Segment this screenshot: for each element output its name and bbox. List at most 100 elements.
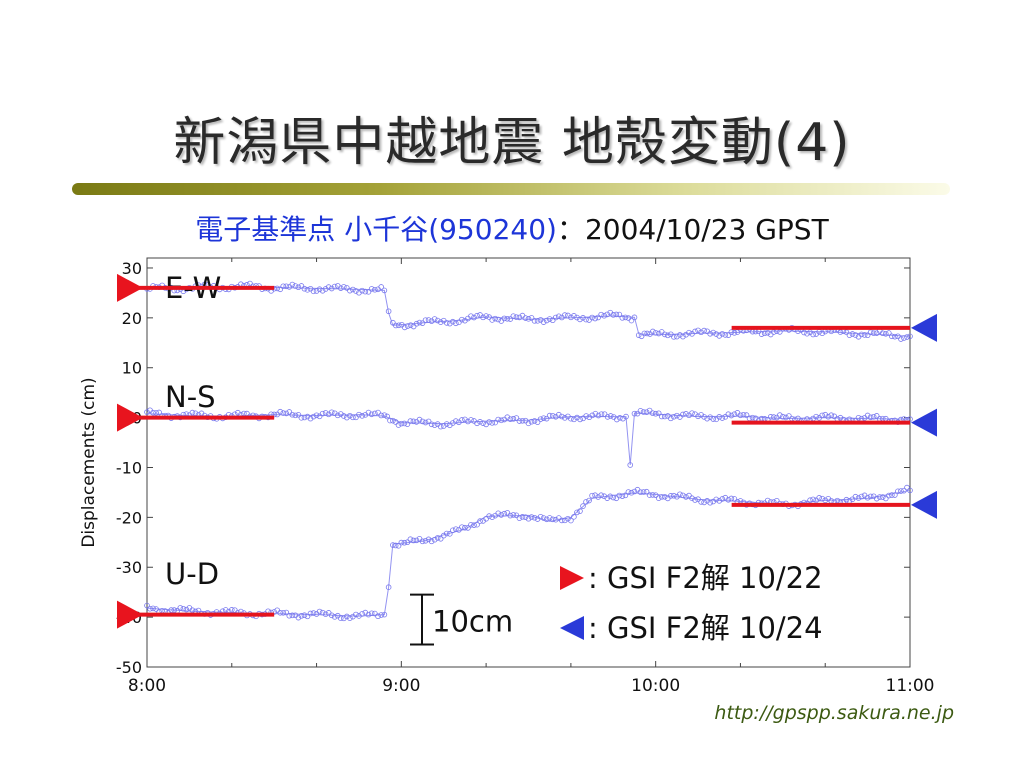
data-point (534, 318, 541, 324)
data-point (319, 288, 326, 294)
data-point (740, 411, 747, 418)
data-point (450, 527, 456, 534)
data-point (786, 413, 792, 419)
data-point (701, 414, 707, 420)
data-point (695, 496, 701, 502)
data-point (773, 497, 780, 504)
data-point (313, 288, 320, 294)
data-point (489, 514, 495, 520)
data-point (638, 333, 645, 340)
data-point (510, 512, 517, 518)
data-point (477, 518, 483, 524)
data-point (646, 492, 653, 498)
data-point (416, 416, 423, 423)
data-point (368, 411, 375, 418)
y-axis-label: Displacements (cm) (79, 377, 99, 547)
data-point (658, 413, 665, 420)
data-point (325, 610, 332, 616)
y-tick-label: -50 (116, 658, 142, 677)
data-point (362, 288, 369, 295)
data-point (319, 609, 326, 616)
data-point (819, 330, 825, 337)
data-point (577, 416, 583, 423)
data-point (758, 331, 765, 337)
data-point (707, 414, 713, 420)
data-point (810, 331, 816, 338)
data-point (907, 487, 913, 494)
data-point (528, 315, 535, 321)
data-point (825, 413, 832, 420)
data-point (586, 497, 592, 504)
data-point (431, 422, 438, 428)
data-point (607, 493, 614, 500)
data-point (437, 423, 444, 430)
data-point (770, 414, 777, 420)
data-point (650, 328, 656, 335)
data-point (719, 496, 726, 502)
data-point (410, 418, 417, 425)
legend-triangle-left (560, 616, 584, 640)
data-point (446, 320, 453, 327)
data-point (649, 410, 656, 416)
data-point (686, 492, 692, 499)
data-point (655, 330, 662, 337)
data-point (619, 315, 626, 321)
data-point (385, 584, 392, 590)
data-point (644, 330, 650, 337)
data-point (901, 335, 907, 341)
data-point (298, 415, 305, 421)
legend-item: : GSI F2解 10/24 (560, 611, 823, 645)
data-point (453, 418, 459, 424)
data-point (372, 410, 378, 417)
data-point (731, 496, 738, 502)
data-point (580, 503, 586, 509)
data-point (450, 318, 456, 325)
data-point (407, 536, 414, 543)
data-point (855, 414, 862, 421)
data-point (710, 329, 716, 336)
data-point (649, 492, 656, 498)
data-point (477, 419, 483, 425)
data-point (428, 421, 435, 428)
data-point (568, 415, 574, 422)
slide-title: 新潟県中越地震 地殻変動(4) (173, 113, 851, 173)
data-point (228, 607, 235, 613)
data-point (583, 499, 589, 505)
data-point (625, 315, 632, 321)
data-point (525, 420, 532, 427)
data-point (568, 517, 574, 524)
data-point (598, 311, 604, 318)
data-point (540, 415, 547, 421)
data-point (310, 610, 317, 616)
data-point (683, 494, 689, 500)
data-point (301, 414, 308, 421)
marker-triangle-1024 (911, 313, 937, 342)
data-point (443, 320, 450, 326)
y-tick-label: -30 (116, 558, 142, 577)
data-point (613, 311, 620, 318)
data-point (365, 289, 372, 295)
data-point (716, 414, 723, 420)
data-point (671, 492, 677, 499)
data-point (671, 334, 677, 340)
data-point (459, 316, 465, 323)
data-point (689, 410, 695, 416)
data-point (867, 329, 874, 336)
data-point (813, 497, 819, 504)
data-point (843, 329, 850, 335)
data-point (480, 420, 486, 426)
data-point (592, 492, 598, 499)
data-point (283, 283, 290, 290)
data-point (822, 497, 829, 504)
data-point (583, 316, 589, 323)
data-point (904, 484, 910, 491)
data-point (537, 513, 544, 520)
data-point (692, 497, 698, 503)
data-point (316, 413, 323, 420)
data-point (882, 331, 889, 337)
data-point (344, 613, 350, 620)
y-tick-label: -10 (116, 458, 142, 477)
data-point (316, 608, 323, 615)
data-point (876, 494, 883, 500)
data-point (316, 286, 323, 293)
